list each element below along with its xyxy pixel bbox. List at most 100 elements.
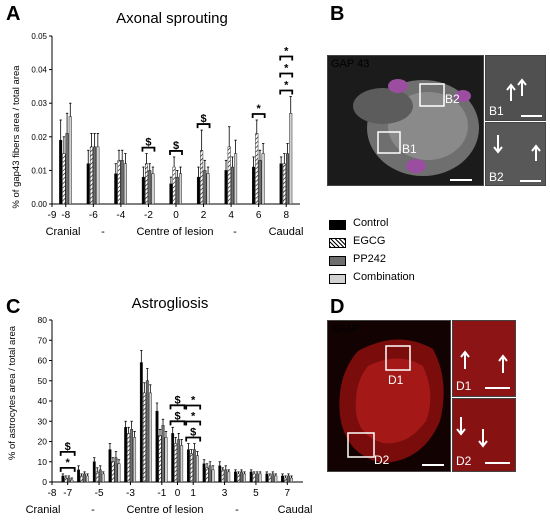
x-tick-label: 4 [228,210,234,221]
significance-bracket [169,150,183,155]
significance-bracket [196,123,211,129]
bar-egcg [172,166,176,205]
x-tick-label: 6 [256,210,262,221]
x-tick-label: 0 [175,488,181,499]
y-tick-label: 60 [38,356,48,366]
bar-combination [227,471,231,483]
bar-pp242 [271,473,275,483]
bar-pp242 [203,170,207,205]
x-tick-label: 8 [283,210,289,221]
bar-egcg [237,473,240,483]
gfap-section-image: GFAP D1 D2 [327,320,451,472]
inset-b2: B2 [485,122,546,186]
roi-box-b1 [377,131,401,154]
bar-control [108,449,112,483]
bar-pp242 [120,160,124,205]
bar-egcg [205,467,209,483]
region-label: Centre of lesion [136,226,213,238]
bar-pp242 [177,439,181,483]
region-label: Centre of lesion [126,504,203,516]
y-tick-label: 0.04 [31,66,47,75]
arrow-up-icon [517,78,527,96]
inset-d2: D2 [452,398,516,472]
bar-combination [178,173,182,205]
x-tick-label: -4 [116,210,125,221]
bar-pp242 [286,153,290,205]
spinal-cord-section [328,56,483,185]
roi-box-d2 [347,432,375,458]
bar-egcg [174,443,178,483]
bar-egcg [252,473,256,483]
region-label: - [91,504,95,516]
significance-marker: $ [174,394,180,406]
legend: Control EGCG PP242 Combination [329,217,469,290]
bar-pp242 [240,471,243,483]
y-tick-label: 0.05 [31,32,47,41]
y-tick-label: 0.01 [31,166,47,175]
significance-marker: $ [190,427,196,439]
bar-egcg [142,392,146,483]
bar-control [92,461,96,483]
bar-combination [274,475,278,483]
y-tick-label: 0.02 [31,133,47,142]
bar-egcg [189,453,193,483]
inset-d1: D1 [452,320,516,397]
y-tick-label: 70 [38,335,48,345]
y-tick-label: 0.00 [31,200,47,209]
y-tick-label: 50 [38,376,48,386]
bar-combination [96,146,100,205]
significance-marker: * [284,79,289,91]
region-label: - [233,226,237,238]
y-tick-label: 0.03 [31,99,47,108]
inset-label: B1 [489,104,504,118]
bar-combination [290,477,293,483]
x-tick-label: 7 [285,488,291,499]
bar-pp242 [230,166,234,205]
bar-combination [68,116,72,205]
significance-marker: $ [173,140,179,152]
bar-control [281,475,284,483]
bar-egcg [284,477,287,483]
bar-pp242 [65,133,69,205]
bar-combination [206,173,210,205]
bar-control [218,465,222,483]
x-tick-label: 1 [190,488,196,499]
bar-egcg [95,471,99,483]
significance-bracket [169,404,186,410]
significance-marker: * [191,395,196,407]
bar-combination [289,113,293,205]
bar-egcg [268,475,272,483]
bar-control [169,183,173,205]
inset-b1: B1 [485,55,546,121]
significance-marker: $ [65,441,71,453]
bar-combination [70,479,74,483]
bar-control [124,427,128,483]
significance-bracket [279,89,294,95]
bar-combination [243,473,246,483]
bar-control [61,475,65,483]
bar-control [234,471,237,483]
significance-marker: * [191,411,196,423]
y-tick-label: 30 [38,416,48,426]
bar-pp242 [145,380,149,483]
x-tick-label: -3 [126,488,135,499]
significance-marker: * [257,103,262,115]
stain-label: GAP 43 [331,58,370,70]
significance-bracket [185,404,202,410]
x-tick-label: -2 [144,210,153,221]
bar-combination [101,473,105,483]
gap43-section-image: GAP 43 B2 B1 [327,55,484,186]
arrow-down-icon [478,429,488,448]
x-tick-label: -6 [89,210,98,221]
bar-control [186,449,190,483]
y-tick-label: 0 [42,477,47,487]
inset-label: B2 [489,170,504,184]
region-label: Cranial [26,504,61,516]
region-label: - [101,226,105,238]
bar-pp242 [224,469,228,483]
bar-combination [148,392,152,483]
arrow-up-icon [498,354,508,373]
bar-egcg [221,469,225,483]
roi-box-d1 [385,345,411,371]
bar-control [224,170,228,205]
